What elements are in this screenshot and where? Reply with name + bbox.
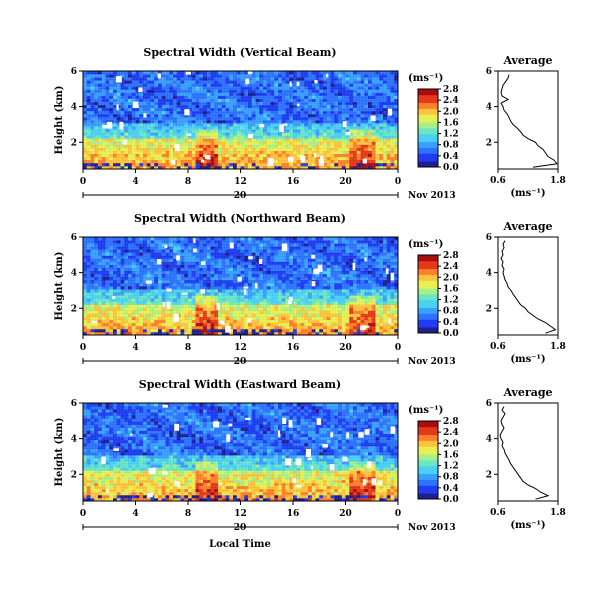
profile-y-ticks: 2 4 6	[486, 67, 498, 148]
colorbar-swatch	[418, 165, 438, 168]
colorbar-swatch	[418, 147, 438, 150]
colorbar-swatch	[418, 94, 438, 98]
profile-x-ticks: 0.6 1.8	[490, 169, 566, 186]
profile-y-tick-label: 4	[486, 103, 492, 113]
texture-overlay	[83, 71, 398, 169]
panel-northward: Spectral Width (Northward Beam) Height (…	[54, 212, 566, 367]
x-tick-label: 4	[132, 177, 138, 187]
x-tick-label: 8	[185, 177, 191, 187]
date-day-label: 20	[234, 191, 247, 201]
chart-title: Spectral Width (Vertical Beam)	[143, 46, 336, 59]
x-tick-label: 12	[234, 177, 247, 187]
colorbar-swatch	[418, 122, 438, 125]
x-tick-label: 0	[80, 177, 86, 187]
colorbar-swatch	[418, 116, 438, 119]
colorbar-swatch	[418, 163, 438, 166]
colorbar-swatch	[418, 143, 438, 146]
colorbar-swatch	[418, 102, 438, 105]
y-tick-label: 4	[71, 103, 77, 113]
colorbar-swatch	[418, 100, 438, 104]
colorbar-tick-label: 0.4	[443, 152, 459, 162]
colorbar-swatch	[418, 137, 438, 141]
colorbar-swatch	[418, 155, 438, 158]
x-tick-label: 16	[287, 177, 300, 187]
profile-x-tick-label: 0.6	[490, 176, 506, 186]
colorbar-swatch	[418, 106, 438, 109]
chart-title: Spectral Width (Northward Beam)	[134, 212, 346, 225]
colorbar-tick-label: 1.6	[443, 118, 459, 128]
colorbar-swatch	[418, 159, 438, 162]
profile-line	[500, 74, 558, 168]
colorbar-swatch	[418, 92, 438, 96]
profile-x-label: (ms⁻¹)	[510, 188, 545, 199]
date-month-label: Nov 2013	[408, 191, 456, 201]
colorbar-swatch	[418, 153, 438, 156]
x-ticks: 0 4 8 12 16 20 0	[80, 169, 401, 187]
colorbar-frame	[417, 88, 439, 168]
colorbar-swatch	[418, 135, 438, 139]
x-tick-label: 20	[339, 177, 352, 187]
colorbar-swatch	[418, 157, 438, 160]
y-ticks: 2 4 6	[71, 67, 83, 148]
profile-title: Average	[502, 54, 552, 67]
colorbar-tick-label: 0.0	[443, 163, 459, 173]
colorbar-swatch	[418, 151, 438, 154]
colorbar-swatch	[418, 104, 438, 107]
colorbar-swatch	[418, 108, 438, 111]
y-tick-label: 6	[71, 67, 77, 77]
profile-y-tick-label: 2	[486, 138, 492, 148]
colorbar-swatch	[418, 129, 438, 133]
y-tick-label: 2	[71, 138, 77, 148]
colorbar-swatch	[418, 98, 438, 102]
colorbar-swatch	[418, 141, 438, 144]
colorbar-tick-label: 2.0	[443, 107, 459, 117]
colorbar-tick-label: 0.8	[443, 141, 459, 151]
colorbar-swatch	[418, 149, 438, 152]
panel-vertical: Spectral Width (Vertical Beam) Height (k…	[54, 46, 566, 201]
colorbar: 0.00.40.81.2 1.62.02.42.8	[417, 85, 459, 173]
colorbar-swatch	[418, 120, 438, 123]
y-axis-label: Height (km)	[54, 86, 65, 155]
heatmap-cells	[83, 71, 399, 170]
colorbar-swatch	[418, 161, 438, 164]
colorbar-swatch	[418, 145, 438, 148]
colorbar-tick-label: 1.2	[443, 130, 459, 140]
colorbar-swatch	[418, 89, 438, 92]
colorbar-unit: (ms⁻¹)	[408, 73, 443, 84]
colorbar-swatch	[418, 112, 438, 115]
colorbar-swatch	[418, 133, 438, 137]
colorbar-swatch	[418, 114, 438, 117]
colorbar-swatch	[418, 118, 438, 121]
x-tick-label: 0	[395, 177, 401, 187]
colorbar-tick-label: 2.4	[443, 96, 459, 106]
colorbar-swatch	[418, 96, 438, 100]
heatmap-cells	[83, 237, 399, 336]
colorbar-swatch	[418, 139, 438, 143]
colorbar-swatch	[418, 110, 438, 113]
colorbar-swatch	[418, 90, 438, 94]
colorbar-swatch	[418, 126, 438, 129]
profile-x-tick-label: 1.8	[550, 176, 566, 186]
profile-frame	[497, 70, 559, 170]
colorbar-swatch	[418, 124, 438, 127]
colorbar-swatch	[418, 128, 438, 131]
colorbar-tick-label: 2.8	[443, 85, 459, 95]
colorbar-swatch	[418, 131, 438, 135]
profile-y-tick-label: 6	[486, 67, 492, 77]
